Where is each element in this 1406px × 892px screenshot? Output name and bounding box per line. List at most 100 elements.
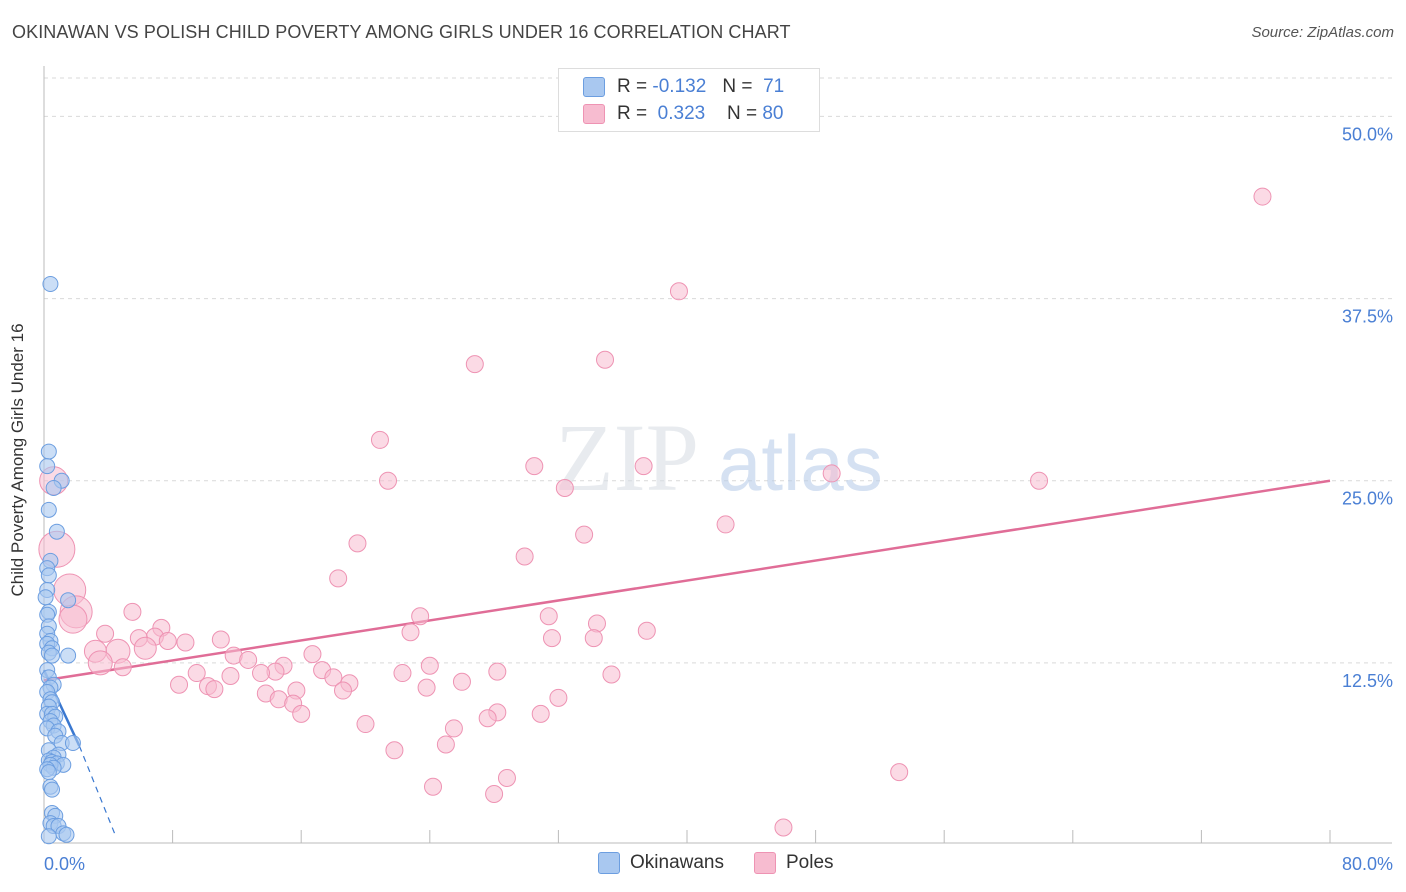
y-tick-label: 37.5% [1342,307,1393,327]
poles-point [515,547,534,566]
poles-point [170,675,189,694]
poles-point [444,719,463,738]
okinawans-point [58,826,75,843]
poles-trend-line [43,479,1331,682]
okinawans-r-value: -0.132 [652,76,707,97]
poles-point [239,650,258,669]
okinawans-point [40,764,57,781]
okinawans-point [48,523,65,540]
legend-item-okinawans: Okinawans [598,852,724,874]
series-legend: Okinawans Poles [598,852,864,874]
x-tick-label: 80.0% [1342,854,1393,874]
poles-point [158,632,177,650]
okinawans-point [45,480,62,496]
y-tick-label: 12.5% [1342,671,1393,691]
okinawans-point [40,567,57,584]
poles-point [575,525,594,544]
okinawans-point [44,647,61,664]
n-label: N = [722,76,753,97]
n-label: N = [726,103,758,124]
poles-point [133,636,157,660]
okinawans-point [64,735,81,751]
poles-point [1253,187,1272,206]
poles-point [452,672,471,691]
poles-point [96,624,115,643]
poles-point [370,430,389,449]
poles-point [436,735,455,754]
poles-point [774,818,793,837]
poles-point [379,471,398,490]
poles-point [478,709,497,728]
poles-r-value: 0.323 [657,103,706,124]
watermark-zip: ZIP [555,404,699,511]
poles-swatch [583,104,605,124]
poles-point [221,666,240,685]
poles-point [424,777,443,796]
legend-row-okinawans: R = -0.132 N = 71 [583,75,784,99]
poles-point [465,355,484,374]
poles-point [716,515,735,534]
poles-point [1030,471,1049,490]
poles-point [205,680,224,699]
y-axis-label: Child Poverty Among Girls Under 16 [8,323,27,597]
legend-item-poles: Poles [754,852,834,874]
okinawans-point [39,458,56,475]
poles-point [555,479,574,497]
correlation-legend: R = -0.132 N = 71 R = 0.323 N = 80 [558,68,820,132]
okinawans-point [60,592,77,609]
poles-point [584,629,603,648]
poles-point [356,715,375,734]
poles-point [542,629,561,648]
poles-point [401,623,420,642]
poles-point [637,621,656,640]
okinawans-point [42,276,59,292]
poles-point [187,664,206,683]
tick-labels: 12.5% 25.0% 37.5% 50.0% 0.0% 80.0% [44,124,1393,874]
poles-point [531,704,550,723]
poles-n-value: 80 [762,103,784,124]
legend-row-poles: R = 0.323 N = 80 [583,102,783,126]
okinawans-swatch [583,77,605,97]
poles-point [292,704,311,723]
poles-point [348,534,367,553]
okinawans-point [40,443,57,460]
poles-point [385,741,404,760]
poles-point [329,569,348,588]
watermark-atlas: atlas [718,419,883,507]
poles-point [420,656,439,675]
poles-point [211,630,230,649]
poles-point [596,350,615,369]
r-label: R = [617,103,648,124]
poles-point [87,650,113,676]
poles-point [324,668,343,687]
poles-point [485,785,504,803]
poles-point [113,658,132,677]
y-tick-label: 25.0% [1342,489,1393,509]
poles-point [252,664,271,683]
poles-point [176,633,195,652]
poles-label: Poles [786,852,834,873]
okinawans-trend-extension [78,745,117,838]
okinawans-label: Okinawans [630,852,724,873]
poles-swatch [754,852,776,874]
okinawans-point [40,501,57,518]
poles-point [411,607,430,626]
y-tick-label: 50.0% [1342,124,1393,144]
poles-point [634,457,653,476]
poles-point [890,763,909,782]
x-tick-label: 0.0% [44,854,85,874]
poles-point [549,688,568,707]
poles-point [669,282,688,301]
poles-point [393,664,412,683]
chart-source: Source: ZipAtlas.com [1251,24,1394,41]
okinawans-swatch [598,852,620,874]
r-label: R = [617,76,648,97]
poles-point [602,665,621,684]
poles-point [417,678,436,697]
poles-point [539,607,558,626]
okinawans-point [44,781,61,798]
chart-title: OKINAWAN VS POLISH CHILD POVERTY AMONG G… [12,22,791,42]
poles-points [38,187,1272,837]
poles-point [488,662,507,681]
